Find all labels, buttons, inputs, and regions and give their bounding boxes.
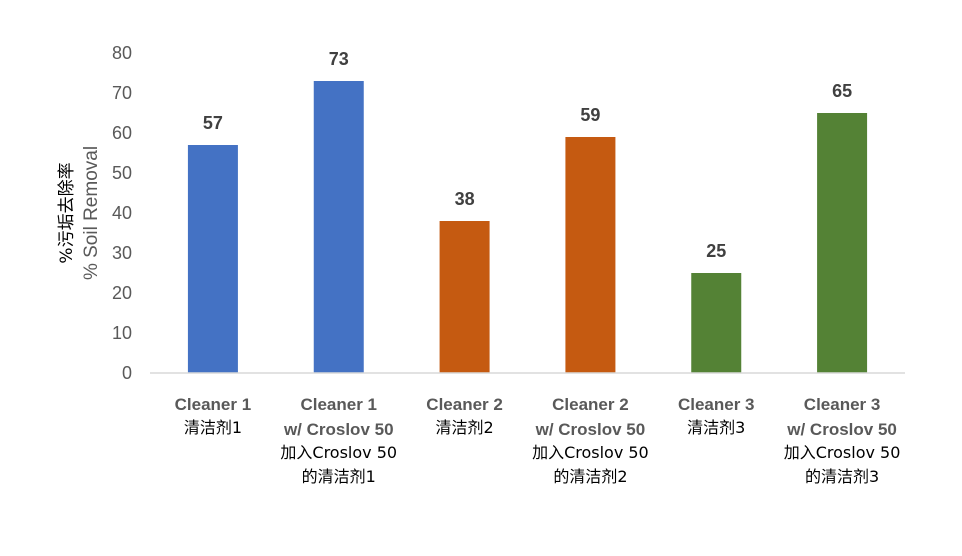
y-axis-ticks: 0 10 20 30 40 50 60 70 80: [112, 43, 132, 383]
data-labels: 57 73 38 59 25 65: [203, 49, 852, 261]
data-label: 59: [580, 105, 600, 125]
x-category-label-zh: 加入Croslov 50: [532, 443, 649, 462]
x-category-label: Cleaner 3: [678, 395, 755, 414]
x-category-label: Cleaner 3: [804, 395, 881, 414]
data-label: 25: [706, 241, 726, 261]
y-tick-label: 40: [112, 203, 132, 223]
x-category-label-zh: 清洁剂1: [184, 418, 242, 437]
y-tick-label: 70: [112, 83, 132, 103]
data-label: 73: [329, 49, 349, 69]
y-tick-label: 0: [122, 363, 132, 383]
x-category-label: Cleaner 1: [175, 395, 252, 414]
x-category-label: Cleaner 2: [426, 395, 503, 414]
x-category-label-zh: 清洁剂2: [435, 418, 493, 437]
x-category-label: w/ Croslov 50: [786, 420, 897, 439]
x-category-label-zh: 的清洁剂3: [805, 467, 879, 486]
x-category-label-zh: 加入Croslov 50: [784, 443, 901, 462]
bar: [187, 145, 238, 373]
y-tick-label: 20: [112, 283, 132, 303]
x-category-label-zh: 加入Croslov 50: [280, 443, 397, 462]
bar: [313, 81, 364, 373]
y-tick-label: 50: [112, 163, 132, 183]
y-tick-label: 30: [112, 243, 132, 263]
x-category-label-zh: 的清洁剂2: [553, 467, 627, 486]
y-tick-label: 80: [112, 43, 132, 63]
data-label: 65: [832, 81, 852, 101]
bar: [439, 221, 490, 373]
y-axis-label-zh: %污垢去除率: [57, 162, 77, 263]
bar: [817, 113, 868, 373]
data-label: 57: [203, 113, 223, 133]
x-category-label: Cleaner 2: [552, 395, 629, 414]
x-category-label-zh: 清洁剂3: [687, 418, 745, 437]
y-tick-label: 60: [112, 123, 132, 143]
y-axis-label: %污垢去除率% Soil Removal: [57, 146, 102, 280]
bars: [187, 81, 868, 373]
x-category-label-zh: 的清洁剂1: [302, 467, 376, 486]
x-axis-categories: Cleaner 1 清洁剂1 Cleaner 1 w/ Croslov 50 加入Cro…: [175, 395, 901, 486]
y-axis-label-en: % Soil Removal: [81, 146, 102, 280]
x-category-label: w/ Croslov 50: [283, 420, 394, 439]
bar: [691, 273, 742, 373]
data-label: 38: [455, 189, 475, 209]
x-category-label: w/ Croslov 50: [535, 420, 646, 439]
bar: [565, 137, 616, 373]
y-tick-label: 10: [112, 323, 132, 343]
x-category-label: Cleaner 1: [300, 395, 377, 414]
